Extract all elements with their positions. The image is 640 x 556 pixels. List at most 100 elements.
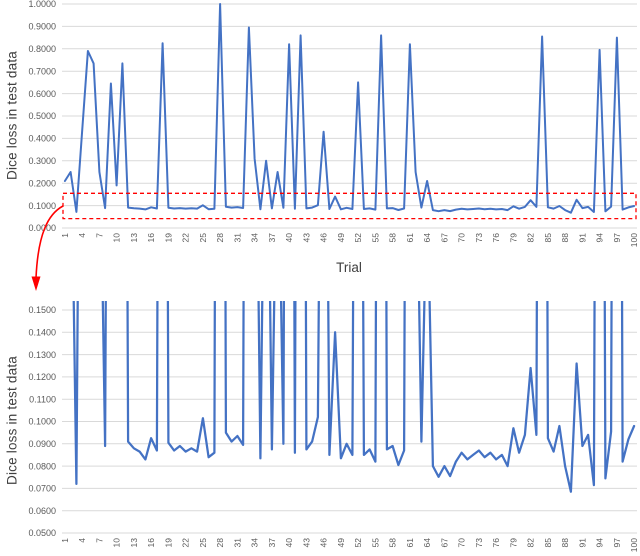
svg-text:91: 91 [577,538,587,548]
svg-text:0.1200: 0.1200 [28,372,56,382]
svg-text:34: 34 [250,233,260,243]
bottom-chart-y-axis-title: Dice loss in test data [4,356,20,485]
svg-text:1: 1 [60,538,70,543]
y-axis-tick-labels: 0.0500 0.0600 0.0700 0.0800 0.0900 0.1000 0.11… [28,305,56,538]
svg-text:0.1500: 0.1500 [28,305,56,315]
svg-text:0.5000: 0.5000 [28,111,56,121]
svg-text:0.1300: 0.1300 [28,350,56,360]
svg-text:73: 73 [474,233,484,243]
svg-text:0.0800: 0.0800 [28,461,56,471]
svg-text:19: 19 [163,233,173,243]
svg-text:52: 52 [353,233,363,243]
svg-text:28: 28 [215,233,225,243]
svg-text:58: 58 [388,538,398,548]
svg-text:22: 22 [181,233,191,243]
svg-text:0.0500: 0.0500 [28,528,56,538]
svg-text:88: 88 [560,233,570,243]
top-chart: 0.0000 0.1000 0.2000 0.3000 0.4000 0.5000 0.60… [28,0,639,247]
svg-text:31: 31 [232,233,242,243]
y-axis-tick-labels: 0.0000 0.1000 0.2000 0.3000 0.4000 0.5000 0.60… [28,0,56,233]
svg-text:82: 82 [526,233,536,243]
svg-text:40: 40 [284,538,294,548]
gridlines [62,3,637,229]
svg-text:70: 70 [457,538,467,548]
svg-text:91: 91 [577,233,587,243]
svg-text:40: 40 [284,233,294,243]
svg-text:0.1000: 0.1000 [28,201,56,211]
svg-text:1.0000: 1.0000 [28,0,56,9]
svg-text:0.0700: 0.0700 [28,484,56,494]
svg-text:85: 85 [543,233,553,243]
x-axis-tick-labels: 1 4 7 10 13 16 19 22 25 28 31 34 37 40 43 46 49 52 55 58 61 6… [60,538,639,552]
svg-text:4: 4 [77,233,87,238]
svg-text:37: 37 [267,538,277,548]
svg-text:13: 13 [129,233,139,243]
zoom-arrow-head [31,276,41,291]
svg-text:100: 100 [629,233,639,247]
zoom-region-box [62,192,637,220]
svg-text:61: 61 [405,538,415,548]
svg-text:16: 16 [146,538,156,548]
svg-text:100: 100 [629,538,639,552]
svg-text:0.3000: 0.3000 [28,156,56,166]
svg-text:61: 61 [405,233,415,243]
svg-text:64: 64 [422,233,432,243]
svg-text:55: 55 [370,538,380,548]
svg-text:10: 10 [112,233,122,243]
svg-text:0.0900: 0.0900 [28,439,56,449]
svg-text:7: 7 [94,538,104,543]
svg-text:0.4000: 0.4000 [28,134,56,144]
svg-text:46: 46 [319,233,329,243]
dice-loss-line-series [72,301,636,493]
svg-text:73: 73 [474,538,484,548]
svg-text:97: 97 [612,538,622,548]
svg-text:28: 28 [215,538,225,548]
svg-text:88: 88 [560,538,570,548]
svg-text:7: 7 [94,233,104,238]
svg-text:0.1400: 0.1400 [28,328,56,338]
svg-text:37: 37 [267,233,277,243]
svg-text:1: 1 [60,233,70,238]
gridlines [62,309,637,534]
svg-text:43: 43 [301,538,311,548]
svg-text:64: 64 [422,538,432,548]
svg-text:52: 52 [353,538,363,548]
svg-text:67: 67 [439,233,449,243]
svg-text:4: 4 [77,538,87,543]
svg-text:67: 67 [439,538,449,548]
zoom-annotation-group [31,192,637,291]
svg-text:0.0600: 0.0600 [28,506,56,516]
svg-text:97: 97 [612,233,622,243]
top-chart-x-axis-title: Trial [336,260,362,275]
svg-text:34: 34 [250,538,260,548]
svg-text:0.8000: 0.8000 [28,44,56,54]
zoom-arrow [35,205,64,279]
svg-text:43: 43 [301,233,311,243]
svg-text:25: 25 [198,233,208,243]
svg-text:94: 94 [595,233,605,243]
svg-text:46: 46 [319,538,329,548]
svg-text:0.2000: 0.2000 [28,178,56,188]
svg-text:0.6000: 0.6000 [28,89,56,99]
svg-text:16: 16 [146,233,156,243]
svg-text:94: 94 [595,538,605,548]
svg-text:58: 58 [388,233,398,243]
svg-text:76: 76 [491,538,501,548]
svg-text:49: 49 [336,538,346,548]
svg-text:0.1000: 0.1000 [28,417,56,427]
svg-text:76: 76 [491,233,501,243]
svg-text:0.1100: 0.1100 [29,394,56,404]
bottom-chart-zoomed: 0.0500 0.0600 0.0700 0.0800 0.0900 0.1000 0.11… [28,301,639,552]
svg-text:79: 79 [508,233,518,243]
svg-text:25: 25 [198,538,208,548]
svg-text:0.9000: 0.9000 [28,22,56,32]
svg-text:55: 55 [370,233,380,243]
svg-text:13: 13 [129,538,139,548]
top-chart-y-axis-title: Dice loss in test data [4,51,20,180]
svg-text:0.7000: 0.7000 [28,66,56,76]
x-axis-tick-labels: 1 4 7 10 13 16 19 22 25 28 31 34 37 40 43 46 49 52 55 58 61 6… [60,233,639,247]
svg-text:31: 31 [232,538,242,548]
svg-text:79: 79 [508,538,518,548]
